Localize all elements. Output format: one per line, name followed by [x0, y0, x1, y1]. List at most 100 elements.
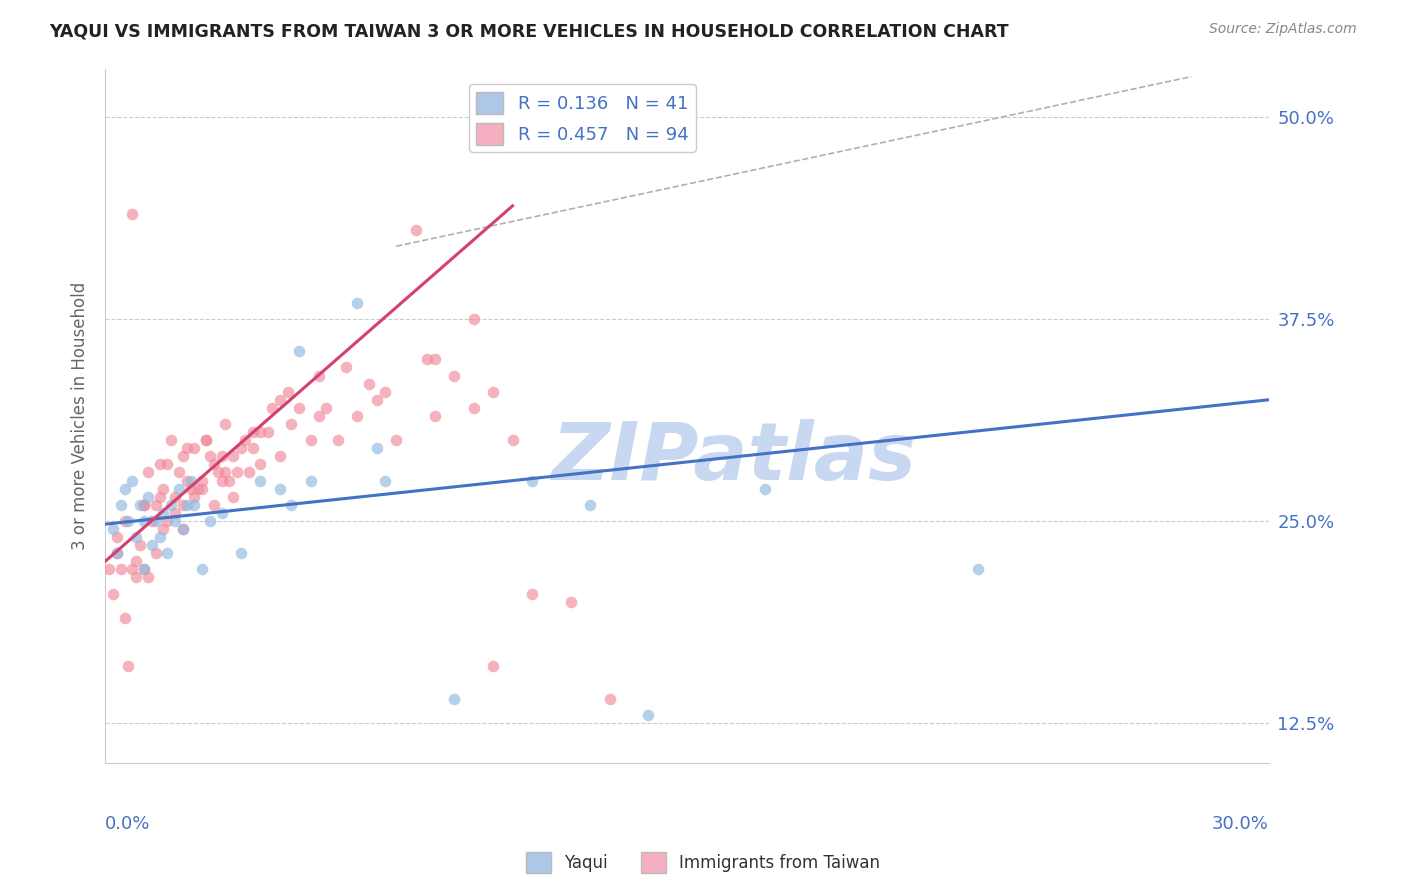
Point	[191, 562, 214, 576]
Point	[366, 392, 388, 407]
Point	[136, 490, 159, 504]
Point	[121, 474, 143, 488]
Point	[136, 466, 159, 480]
Point	[315, 401, 337, 415]
Point	[187, 482, 209, 496]
Point	[443, 368, 465, 383]
Point	[599, 691, 621, 706]
Point	[172, 450, 194, 464]
Y-axis label: 3 or more Vehicles in Household: 3 or more Vehicles in Household	[72, 282, 89, 550]
Point	[172, 522, 194, 536]
Point	[229, 546, 252, 560]
Point	[967, 562, 990, 576]
Point	[242, 425, 264, 439]
Point	[416, 352, 439, 367]
Point	[141, 514, 163, 528]
Point	[176, 474, 198, 488]
Point	[560, 595, 582, 609]
Point	[163, 514, 186, 528]
Point	[191, 482, 214, 496]
Point	[202, 458, 225, 472]
Point	[148, 530, 170, 544]
Point	[148, 490, 170, 504]
Text: ZIPatlas: ZIPatlas	[551, 418, 917, 497]
Point	[211, 474, 233, 488]
Point	[180, 474, 202, 488]
Point	[114, 611, 136, 625]
Point	[226, 466, 249, 480]
Legend: Yaqui, Immigrants from Taiwan: Yaqui, Immigrants from Taiwan	[519, 846, 887, 880]
Point	[198, 450, 221, 464]
Point	[121, 207, 143, 221]
Point	[373, 474, 395, 488]
Point	[198, 514, 221, 528]
Point	[373, 384, 395, 399]
Point	[141, 538, 163, 552]
Point	[129, 498, 152, 512]
Point	[214, 466, 236, 480]
Point	[152, 522, 174, 536]
Text: 30.0%: 30.0%	[1212, 815, 1270, 833]
Point	[117, 659, 139, 673]
Point	[156, 546, 179, 560]
Point	[288, 401, 311, 415]
Point	[637, 707, 659, 722]
Point	[136, 570, 159, 584]
Point	[117, 514, 139, 528]
Point	[152, 482, 174, 496]
Point	[114, 482, 136, 496]
Point	[148, 458, 170, 472]
Point	[249, 474, 271, 488]
Point	[125, 530, 148, 544]
Point	[218, 474, 240, 488]
Point	[260, 401, 283, 415]
Point	[754, 482, 776, 496]
Point	[145, 498, 167, 512]
Point	[176, 498, 198, 512]
Point	[520, 587, 543, 601]
Point	[366, 441, 388, 455]
Point	[520, 474, 543, 488]
Point	[277, 384, 299, 399]
Point	[121, 562, 143, 576]
Point	[172, 522, 194, 536]
Text: 0.0%: 0.0%	[105, 815, 150, 833]
Legend: R = 0.136   N = 41, R = 0.457   N = 94: R = 0.136 N = 41, R = 0.457 N = 94	[470, 85, 696, 152]
Point	[214, 417, 236, 431]
Point	[482, 659, 505, 673]
Point	[101, 587, 124, 601]
Point	[299, 474, 322, 488]
Point	[167, 466, 190, 480]
Point	[299, 433, 322, 447]
Point	[129, 538, 152, 552]
Point	[257, 425, 280, 439]
Point	[443, 691, 465, 706]
Point	[346, 295, 368, 310]
Point	[222, 450, 245, 464]
Point	[114, 514, 136, 528]
Point	[183, 498, 205, 512]
Point	[156, 514, 179, 528]
Point	[132, 562, 155, 576]
Point	[132, 514, 155, 528]
Point	[229, 441, 252, 455]
Text: YAQUI VS IMMIGRANTS FROM TAIWAN 3 OR MORE VEHICLES IN HOUSEHOLD CORRELATION CHAR: YAQUI VS IMMIGRANTS FROM TAIWAN 3 OR MOR…	[49, 22, 1010, 40]
Point	[308, 409, 330, 423]
Point	[222, 490, 245, 504]
Point	[280, 498, 302, 512]
Point	[163, 490, 186, 504]
Point	[423, 409, 446, 423]
Point	[405, 223, 427, 237]
Point	[269, 392, 291, 407]
Point	[463, 401, 485, 415]
Point	[132, 562, 155, 576]
Point	[176, 441, 198, 455]
Point	[145, 546, 167, 560]
Point	[125, 570, 148, 584]
Point	[195, 433, 218, 447]
Point	[167, 482, 190, 496]
Point	[105, 530, 128, 544]
Point	[211, 450, 233, 464]
Point	[357, 376, 380, 391]
Point	[280, 417, 302, 431]
